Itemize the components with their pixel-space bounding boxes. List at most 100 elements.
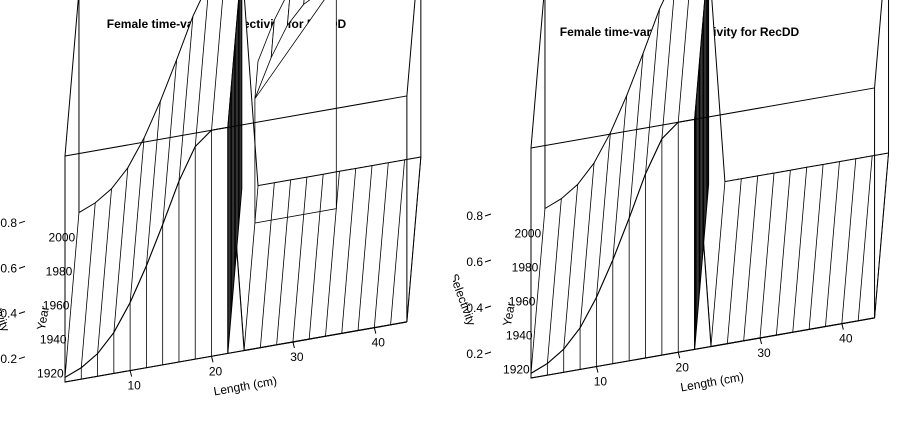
z-axis-tick — [484, 259, 492, 263]
time-block-facet — [286, 0, 305, 27]
z-tick-label: 0.6 — [466, 255, 483, 269]
x-axis-tick — [595, 366, 599, 373]
surface-facet — [563, 163, 594, 350]
surface-facet — [580, 132, 611, 328]
surface-grid-line — [113, 167, 129, 333]
x-axis-label: Length (cm) — [679, 370, 744, 395]
surface-facet — [309, 171, 340, 340]
surface-facet — [841, 155, 873, 324]
surface-facet — [547, 184, 578, 364]
box-front-edge — [874, 152, 890, 318]
z-tick-label: 0.4 — [466, 301, 483, 315]
surface-facet — [809, 161, 840, 330]
x-tick-label: 30 — [290, 350, 304, 364]
surface-facet — [727, 175, 758, 344]
y-tick-label: 2000 — [515, 227, 542, 241]
surface-grid-line — [841, 158, 857, 324]
surface-facet — [244, 182, 275, 351]
surface-facet — [612, 53, 644, 261]
surface-grid-line — [194, 0, 209, 147]
surface-grid-line — [726, 178, 742, 344]
surface-facet — [179, 0, 208, 182]
surface-back-edge — [78, 0, 421, 214]
x-tick-label: 30 — [757, 346, 771, 360]
surface-facet — [858, 153, 889, 321]
time-block-facet — [303, 0, 311, 6]
box-front-edge — [530, 0, 545, 149]
surface-grid-line — [563, 184, 579, 350]
x-axis-tick — [211, 356, 214, 363]
x-axis-label: Length (cm) — [213, 374, 278, 399]
surface-grid-line — [677, 0, 689, 123]
surface-facet — [711, 178, 742, 347]
chart-panel-left: Female time-varying selectivity for RecD… — [0, 0, 422, 399]
y-tick-label: 2000 — [49, 231, 76, 245]
z-tick-label: 0.4 — [0, 307, 17, 321]
surface-grid-line — [129, 137, 145, 303]
x-axis-tick — [292, 341, 295, 349]
surface-grid-line — [579, 163, 595, 329]
surface-grid-line — [357, 165, 373, 331]
x-axis-tick — [677, 352, 681, 359]
surface-plot: 10 20 30 40 Length (cm) 1920 1940 1960 1980 2000 Y… — [453, 0, 890, 395]
x-tick-label: 10 — [594, 375, 608, 389]
surface-grid-line — [743, 175, 759, 341]
surface-back-edge — [544, 0, 889, 209]
y-tick-label: 1960 — [509, 295, 536, 309]
surface-facet — [325, 168, 356, 337]
surface-facet — [292, 174, 324, 342]
surface-facet — [81, 188, 112, 368]
surface-grid-line — [373, 162, 389, 328]
surface-facet — [760, 170, 791, 338]
surface-grid-line — [628, 53, 644, 219]
box-front-edge — [64, 321, 407, 383]
surface-facet — [390, 157, 421, 325]
surface-grid-line — [259, 182, 275, 348]
box-front-edge — [406, 0, 416, 96]
surface-facet — [374, 159, 405, 328]
surface-grid-line — [308, 174, 324, 340]
surface-grid-line — [276, 179, 292, 345]
x-tick-label: 10 — [127, 379, 141, 393]
surface-facet — [596, 95, 627, 298]
z-tick-label: 0.2 — [466, 347, 483, 361]
chart-panel-right: Female time-varying selectivity for RecD… — [453, 0, 906, 436]
surface-grid-line — [80, 202, 96, 368]
surface-grid-line — [97, 188, 112, 354]
z-axis-tick — [18, 220, 26, 224]
y-axis-label: Year — [500, 301, 518, 327]
z-axis-tick — [18, 356, 26, 360]
box-front-edge — [406, 156, 422, 322]
surface-grid-line — [162, 59, 178, 225]
x-tick-label: 20 — [676, 360, 690, 374]
surface-plot: 10 20 30 40 Length (cm) 1920 1940 1960 1980 2000 Y… — [0, 0, 422, 399]
surface-grid-line — [530, 208, 546, 374]
surface-grid-line — [596, 132, 611, 298]
x-axis-tick — [129, 370, 133, 377]
surface-facet — [792, 164, 824, 333]
surface-facet — [211, 0, 239, 131]
surface-grid-line — [546, 198, 562, 364]
surface-grid-line — [146, 101, 161, 267]
surface-grid-line — [808, 164, 824, 330]
z-tick-label: 0.6 — [0, 261, 17, 275]
surface-grid-line — [243, 185, 259, 351]
surface-facet — [825, 158, 856, 327]
z-axis-tick — [484, 351, 492, 355]
z-axis-tick — [484, 213, 492, 217]
surface-grid-line — [759, 173, 775, 338]
z-tick-label: 0.8 — [0, 216, 17, 230]
surface-grid-line — [857, 155, 873, 321]
y-tick-label: 1920 — [37, 367, 64, 381]
y-tick-label: 1980 — [46, 265, 73, 279]
surface-facet — [629, 9, 660, 219]
surface-facet — [661, 0, 689, 139]
x-tick-label: 20 — [209, 364, 223, 378]
surface-grid-line — [792, 167, 808, 333]
surface-grid-line — [211, 0, 223, 131]
surface-grid-line — [825, 161, 840, 327]
surface-facet — [113, 137, 145, 333]
surface-facet — [130, 101, 161, 303]
box-front-edge — [530, 87, 875, 149]
surface-grid-line — [661, 0, 675, 139]
